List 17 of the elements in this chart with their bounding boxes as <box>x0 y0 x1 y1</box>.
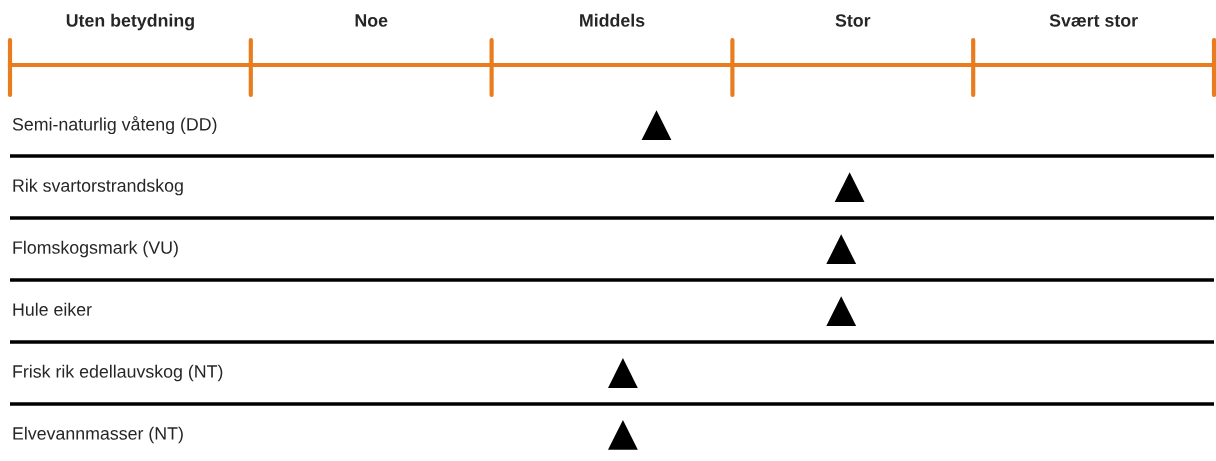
y-tick-label: Hule eiker <box>13 302 92 316</box>
y-tick-label: Rik svartorstrandskog <box>13 178 183 196</box>
text: Stor <box>835 14 871 27</box>
text: Svært stor <box>1049 14 1138 27</box>
text: Noe <box>355 14 388 27</box>
y-tick-label: Semi-naturlig våteng (DD) <box>12 116 217 135</box>
point <box>834 172 865 202</box>
text: Uten betydning <box>66 13 194 31</box>
y-tick-label: Elvevannmasser (NT) <box>13 426 183 444</box>
y-tick-label: Flomskogsmark (VU) <box>13 240 178 258</box>
point <box>826 296 857 326</box>
y-tick-label: Frisk rik edellauvskog (NT) <box>13 364 223 382</box>
text: Middels <box>580 13 645 27</box>
point <box>826 234 857 264</box>
point <box>641 110 672 141</box>
point <box>608 358 638 388</box>
point <box>608 420 638 450</box>
